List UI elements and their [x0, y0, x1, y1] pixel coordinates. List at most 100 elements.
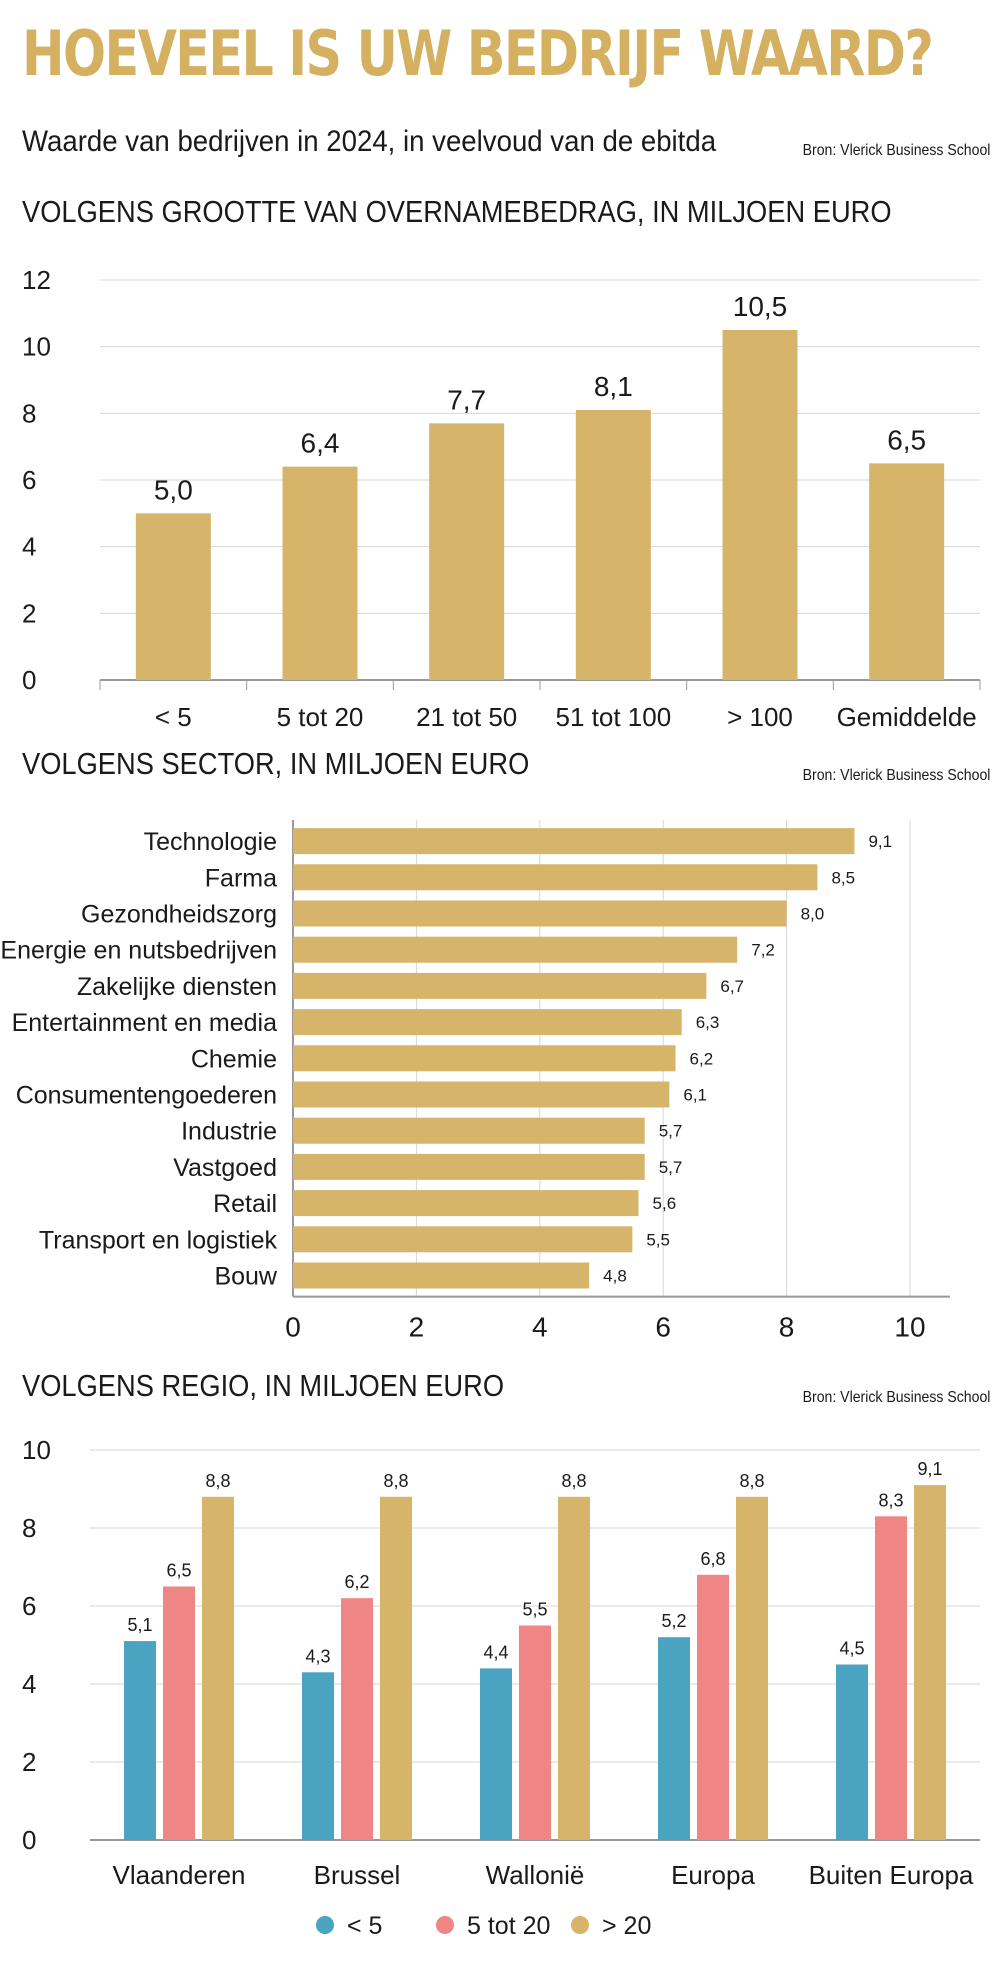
legend-marker — [436, 1916, 454, 1934]
source-note-main: Bron: Vlerick Business School — [802, 142, 990, 159]
bar-value-label: 6,4 — [301, 428, 340, 459]
bar-value-label: 8,8 — [739, 1471, 764, 1491]
chart-size-title: VOLGENS GROOTTE VAN OVERNAMEBEDRAG, IN M… — [22, 194, 892, 229]
bar — [293, 828, 855, 855]
bar — [722, 330, 798, 680]
bar-value-label: 5,2 — [661, 1611, 686, 1631]
bar — [282, 466, 358, 680]
y-tick-label: Retail — [213, 1190, 277, 1218]
bar — [575, 410, 651, 680]
bar-value-label: 6,5 — [166, 1561, 191, 1581]
bar — [519, 1625, 551, 1840]
bar-value-label: 6,2 — [344, 1572, 369, 1592]
bar — [293, 900, 787, 927]
bar — [293, 1190, 639, 1217]
chart-by-region: 0 2 4 6 8 10 5,1 6,5 8,8 Vlaanderen 4,3 6,2 8,8 Bruss… — [22, 1435, 980, 1940]
source-note-region: Bron: Vlerick Business School — [802, 1389, 990, 1406]
y-tick-label: Zakelijke diensten — [77, 973, 277, 1001]
bar-value-label: 8,3 — [878, 1490, 903, 1510]
bar — [293, 972, 707, 999]
x-tick-label: Vlaanderen — [113, 1860, 246, 1890]
bar-value-label: 6,1 — [683, 1086, 707, 1105]
y-tick-label: 4 — [22, 532, 36, 562]
bar-value-label: 8,8 — [205, 1471, 230, 1491]
bar-value-label: 9,1 — [917, 1459, 942, 1479]
y-tick-label: Vastgoed — [173, 1154, 277, 1182]
bar-value-label: 7,2 — [751, 941, 775, 960]
y-tick-label: Industrie — [181, 1118, 277, 1146]
x-tick-label: 5 tot 20 — [277, 702, 364, 732]
bar — [341, 1598, 373, 1840]
y-tick-label: 8 — [22, 1513, 36, 1543]
chart-sector-title: VOLGENS SECTOR, IN MILJOEN EURO — [22, 746, 530, 781]
bar-value-label: 8,1 — [594, 371, 633, 402]
bar — [293, 1153, 645, 1180]
source-note-sector: Bron: Vlerick Business School — [802, 767, 990, 784]
bar-value-label: 5,0 — [154, 474, 193, 505]
x-tick-label: 0 — [285, 1312, 301, 1343]
bar-value-label: 4,3 — [305, 1646, 330, 1666]
bar-value-label: 8,0 — [801, 905, 825, 924]
y-tick-label: Technologie — [144, 828, 277, 856]
bar — [302, 1672, 334, 1840]
bar — [429, 423, 505, 680]
legend-label: < 5 — [347, 1912, 382, 1940]
y-tick-label: 4 — [22, 1669, 36, 1699]
x-tick-label: 6 — [655, 1312, 671, 1343]
y-tick-label: 8 — [22, 398, 36, 428]
bar-value-label: 4,5 — [839, 1639, 864, 1659]
x-tick-label: 2 — [409, 1312, 425, 1343]
legend-label: > 20 — [602, 1912, 651, 1940]
bar-value-label: 6,2 — [690, 1049, 714, 1068]
bar — [135, 513, 211, 680]
y-tick-label: Chemie — [191, 1045, 277, 1073]
bar — [914, 1485, 946, 1840]
y-tick-label: Bouw — [214, 1263, 277, 1291]
bar — [293, 1009, 682, 1036]
y-tick-label: Transport en logistiek — [39, 1226, 278, 1254]
y-tick-label: 6 — [22, 1591, 36, 1621]
legend-label: 5 tot 20 — [467, 1912, 550, 1940]
bar-value-label: 6,8 — [700, 1549, 725, 1569]
x-tick-label: Wallonië — [486, 1860, 585, 1890]
bar-value-label: 4,4 — [483, 1642, 508, 1662]
legend-marker — [571, 1916, 589, 1934]
bar-value-label: 9,1 — [868, 832, 892, 851]
y-tick-label: 10 — [22, 332, 51, 362]
bar — [875, 1516, 907, 1840]
bar-value-label: 8,8 — [561, 1471, 586, 1491]
bar — [293, 1117, 645, 1144]
bar-value-label: 6,5 — [887, 424, 926, 455]
bar — [658, 1637, 690, 1840]
bar-value-label: 5,7 — [659, 1158, 683, 1177]
x-tick-label: 51 tot 100 — [556, 702, 672, 732]
bar-value-label: 6,3 — [696, 1013, 720, 1032]
bar-value-label: 8,5 — [831, 868, 855, 887]
bar — [293, 1045, 676, 1072]
bar — [697, 1574, 729, 1840]
bar — [202, 1496, 234, 1840]
x-tick-label: 10 — [894, 1312, 925, 1343]
x-tick-label: Brussel — [314, 1860, 401, 1890]
y-tick-label: 0 — [22, 1825, 36, 1855]
bar — [293, 864, 818, 891]
x-tick-label: Europa — [671, 1860, 755, 1890]
chart-region-title: VOLGENS REGIO, IN MILJOEN EURO — [22, 1368, 505, 1403]
y-tick-label: Entertainment en media — [12, 1009, 278, 1037]
bar-value-label: 5,6 — [653, 1194, 677, 1213]
y-tick-label: 2 — [22, 598, 36, 628]
bar — [293, 1262, 590, 1289]
y-tick-label: Consumentengoederen — [16, 1082, 277, 1110]
bar — [869, 463, 945, 680]
y-tick-label: 0 — [22, 665, 36, 695]
bar-value-label: 6,7 — [720, 977, 744, 996]
bar — [163, 1586, 195, 1840]
chart-by-size: 0 2 4 6 8 10 12 5,0 < 5 6,4 5 tot 20 7,7 21 tot 50 8,… — [22, 265, 981, 732]
bar-value-label: 8,8 — [383, 1471, 408, 1491]
bar — [836, 1664, 868, 1840]
bar — [480, 1668, 512, 1840]
y-tick-label: 6 — [22, 465, 36, 495]
y-tick-label: Gezondheidszorg — [81, 901, 277, 929]
x-tick-label: 8 — [779, 1312, 795, 1343]
y-tick-label: Energie en nutsbedrijven — [0, 937, 277, 965]
